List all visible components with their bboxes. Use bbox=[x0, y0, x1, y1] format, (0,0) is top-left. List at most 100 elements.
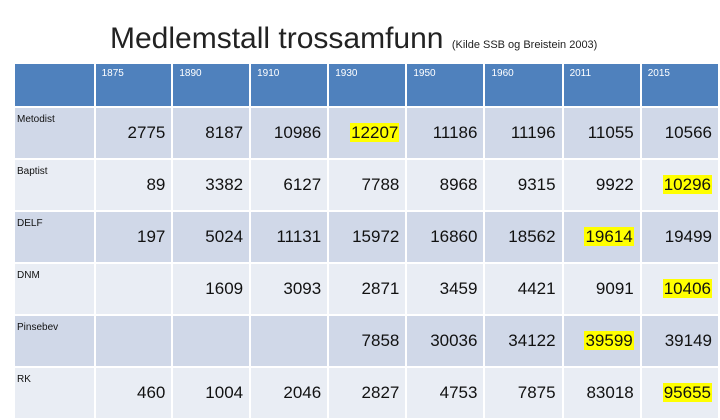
cell bbox=[171, 314, 252, 368]
cell: 7858 bbox=[327, 314, 408, 368]
value: 83018 bbox=[586, 383, 634, 402]
value: 34122 bbox=[508, 331, 556, 350]
value: 9091 bbox=[595, 279, 634, 298]
value: 4421 bbox=[517, 279, 556, 298]
cell: 34122 bbox=[483, 314, 564, 368]
cell bbox=[93, 314, 174, 368]
slide: Medlemstall trossamfunn (Kilde SSB og Br… bbox=[13, 22, 720, 420]
value: 2046 bbox=[283, 383, 322, 402]
column-header: 1930 bbox=[327, 62, 408, 108]
value: 4753 bbox=[439, 383, 478, 402]
highlighted-value: 39599 bbox=[584, 331, 634, 350]
header-row: 1875 1890 1910 1930 1950 1960 2011 2015 bbox=[13, 62, 720, 108]
cell: 2827 bbox=[327, 366, 408, 420]
cell: 18562 bbox=[483, 210, 564, 264]
cell: 8968 bbox=[405, 158, 486, 212]
table: 1875 1890 1910 1930 1950 1960 2011 2015 Metodis… bbox=[13, 62, 720, 420]
value: 18562 bbox=[508, 227, 556, 246]
cell: 9091 bbox=[561, 262, 642, 316]
value: 16860 bbox=[430, 227, 478, 246]
cell: 3382 bbox=[171, 158, 252, 212]
highlighted-value: 95655 bbox=[662, 383, 712, 402]
cell: 9922 bbox=[561, 158, 642, 212]
table-row: DNM 1609 3093 2871 3459 4421 9091 10406 bbox=[13, 262, 720, 316]
column-header: 2011 bbox=[561, 62, 642, 108]
value: 7875 bbox=[517, 383, 556, 402]
row-label: Baptist bbox=[13, 158, 96, 212]
title: Medlemstall trossamfunn bbox=[110, 22, 444, 55]
cell: 1004 bbox=[171, 366, 252, 420]
cell bbox=[249, 314, 330, 368]
column-header: 1910 bbox=[249, 62, 330, 108]
value: 460 bbox=[136, 383, 166, 402]
value: 2871 bbox=[361, 279, 400, 298]
cell: 460 bbox=[93, 366, 174, 420]
cell: 11131 bbox=[249, 210, 330, 264]
value: 89 bbox=[146, 175, 166, 194]
cell: 39599 bbox=[561, 314, 642, 368]
cell: 3093 bbox=[249, 262, 330, 316]
cell: 197 bbox=[93, 210, 174, 264]
value: 3382 bbox=[205, 175, 244, 194]
value: 1004 bbox=[205, 383, 244, 402]
value: 9922 bbox=[595, 175, 634, 194]
title-block: Medlemstall trossamfunn (Kilde SSB og Br… bbox=[110, 22, 597, 56]
value: 9315 bbox=[517, 175, 556, 194]
value: 10986 bbox=[273, 123, 322, 142]
value: 10566 bbox=[664, 123, 712, 142]
source-note: (Kilde SSB og Breistein 2003) bbox=[451, 39, 598, 51]
cell: 9315 bbox=[483, 158, 564, 212]
table-row: DELF 197 5024 11131 15972 16860 18562 19614 1949… bbox=[13, 210, 720, 264]
value: 11196 bbox=[510, 123, 556, 142]
value: 30036 bbox=[430, 331, 478, 350]
value: 8187 bbox=[205, 123, 244, 142]
cell: 11055 bbox=[561, 106, 642, 160]
value: 19499 bbox=[664, 227, 712, 246]
cell: 4753 bbox=[405, 366, 486, 420]
cell: 5024 bbox=[171, 210, 252, 264]
cell: 7875 bbox=[483, 366, 564, 420]
value: 11186 bbox=[432, 123, 478, 142]
table-row: Pinsebev 7858 30036 34122 39599 39149 bbox=[13, 314, 720, 368]
cell: 11186 bbox=[405, 106, 486, 160]
cell: 6127 bbox=[249, 158, 330, 212]
value: 15972 bbox=[352, 227, 400, 246]
cell: 2871 bbox=[327, 262, 408, 316]
value: 5024 bbox=[205, 227, 244, 246]
table-row: RK 460 1004 2046 2827 4753 7875 83018 95655 bbox=[13, 366, 720, 420]
column-header: 1950 bbox=[405, 62, 486, 108]
row-label: DELF bbox=[13, 210, 96, 264]
cell: 95655 bbox=[639, 366, 720, 420]
cell: 3459 bbox=[405, 262, 486, 316]
value: 7788 bbox=[361, 175, 400, 194]
highlighted-value: 10296 bbox=[662, 175, 712, 194]
value: 39149 bbox=[664, 331, 712, 350]
highlighted-value: 10406 bbox=[662, 279, 712, 298]
cell: 8187 bbox=[171, 106, 252, 160]
value: 197 bbox=[136, 227, 166, 246]
cell bbox=[93, 262, 174, 316]
row-label: DNM bbox=[13, 262, 96, 316]
row-label: Metodist bbox=[13, 106, 96, 160]
value: 6127 bbox=[283, 175, 322, 194]
column-header: 1890 bbox=[171, 62, 252, 108]
cell: 19614 bbox=[561, 210, 642, 264]
cell: 30036 bbox=[405, 314, 486, 368]
value: 11131 bbox=[276, 227, 322, 246]
cell: 10566 bbox=[639, 106, 720, 160]
cell: 7788 bbox=[327, 158, 408, 212]
cell: 89 bbox=[93, 158, 174, 212]
cell: 10986 bbox=[249, 106, 330, 160]
value: 11055 bbox=[587, 123, 634, 142]
highlighted-value: 19614 bbox=[584, 227, 634, 246]
cell: 4421 bbox=[483, 262, 564, 316]
value: 3459 bbox=[439, 279, 478, 298]
cell: 10296 bbox=[639, 158, 720, 212]
value: 2827 bbox=[361, 383, 400, 402]
row-label: Pinsebev bbox=[13, 314, 96, 368]
row-label: RK bbox=[13, 366, 96, 420]
cell: 2046 bbox=[249, 366, 330, 420]
column-header: 2015 bbox=[639, 62, 720, 108]
cell: 12207 bbox=[327, 106, 408, 160]
value: 3093 bbox=[283, 279, 322, 298]
